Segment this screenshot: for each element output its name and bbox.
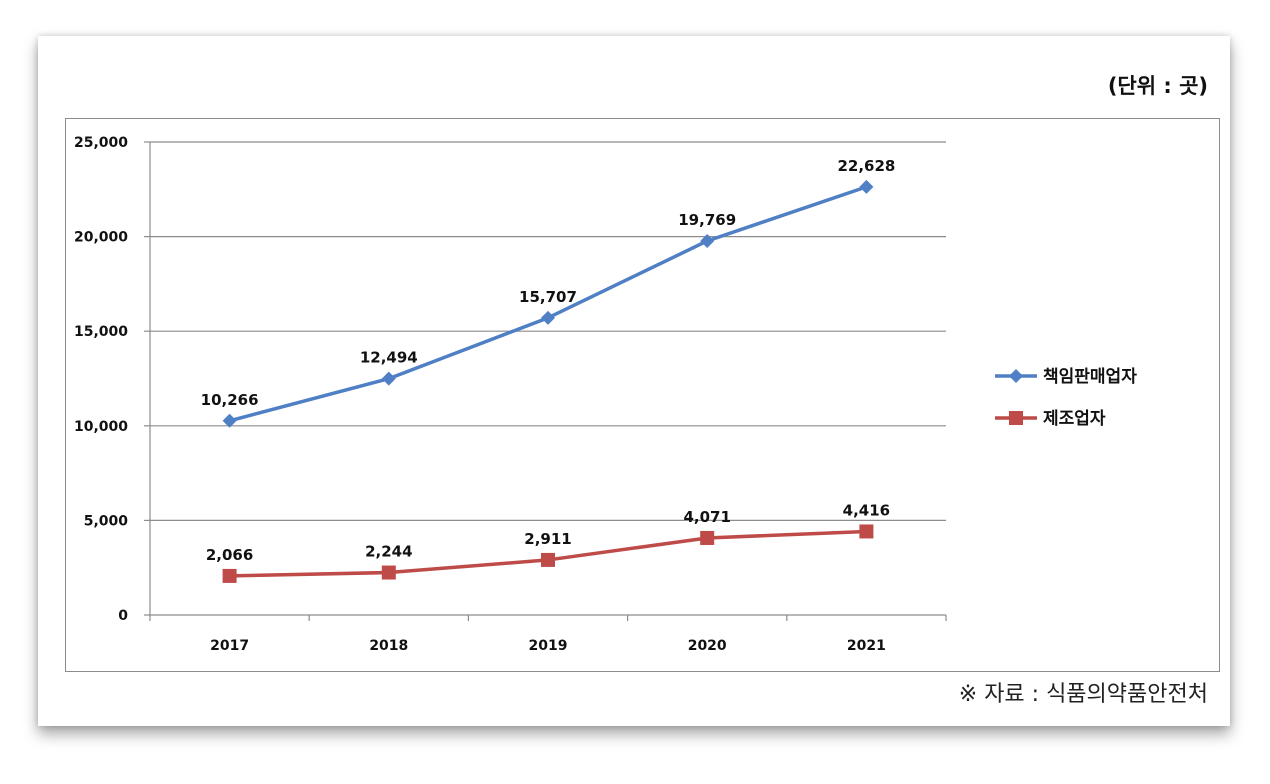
legend-marker: [1009, 411, 1023, 425]
data-point: [859, 524, 874, 539]
y-tick-label: 25,000: [74, 135, 128, 151]
x-tick-label: 2021: [847, 638, 886, 654]
data-label: 2,244: [365, 543, 412, 561]
data-point: [541, 552, 555, 567]
data-label: 15,707: [519, 288, 577, 306]
data-point: [700, 530, 715, 545]
data-label: 22,628: [837, 157, 895, 175]
data-label: 4,416: [843, 501, 890, 519]
data-point: [381, 371, 396, 386]
data-point: [700, 233, 715, 248]
data-label: 10,266: [201, 391, 259, 409]
data-label: 4,071: [683, 508, 730, 526]
x-tick-label: 2017: [210, 638, 249, 654]
x-tick-label: 2018: [369, 638, 408, 654]
data-point: [541, 310, 555, 325]
data-point: [381, 565, 396, 580]
x-tick-label: 2019: [529, 638, 568, 654]
legend-label: 제조업자: [1043, 409, 1106, 429]
x-tick-label: 2020: [688, 638, 727, 654]
data-label: 12,494: [360, 349, 418, 367]
y-tick-label: 20,000: [74, 230, 128, 246]
chart-card: (단위 : 곳) ※ 자료 : 식품의약품안전처: [38, 36, 1230, 726]
data-point: [222, 568, 237, 583]
data-point: [859, 179, 874, 194]
data-label: 19,769: [678, 211, 736, 229]
legend-marker: [1009, 369, 1023, 383]
unit-label: (단위 : 곳): [1107, 74, 1208, 98]
chart-frame: [65, 118, 1220, 672]
data-label: 2,911: [524, 530, 571, 548]
source-note: ※ 자료 : 식품의약품안전처: [958, 682, 1208, 707]
data-label: 2,066: [206, 546, 253, 564]
legend-label: 책임판매업자: [1043, 366, 1137, 387]
y-tick-label: 5,000: [84, 513, 129, 529]
y-tick-label: 10,000: [74, 419, 128, 435]
data-point: [222, 413, 237, 428]
y-tick-label: 15,000: [74, 324, 128, 340]
y-tick-label: 0: [118, 608, 128, 624]
